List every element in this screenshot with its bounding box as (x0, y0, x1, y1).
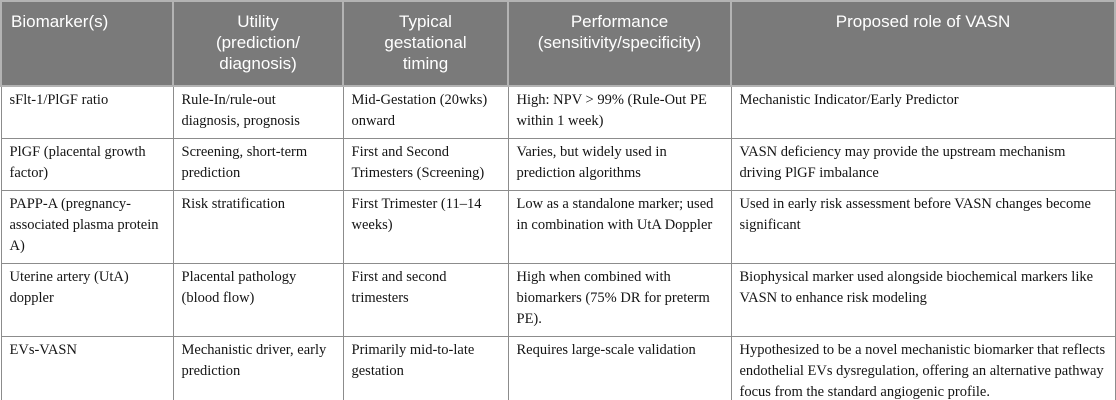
column-header-proposed-role: Proposed role of VASN (730, 0, 1116, 87)
table-cell: Hypothesized to be a novel mechanistic b… (730, 336, 1116, 400)
table-cell: Rule-In/rule-out diagnosis, prognosis (172, 85, 344, 139)
table-row: PlGF (placental growth factor) Screening,… (0, 138, 1116, 191)
column-header-utility: Utility (prediction/ diagnosis) (172, 0, 344, 87)
table-cell: First Trimester (11–14 weeks) (342, 190, 509, 264)
table-cell: First and Second Trimesters (Screening) (342, 138, 509, 191)
table-row: Uterine artery (UtA) doppler Placental pa… (0, 263, 1116, 337)
table-cell: Uterine artery (UtA) doppler (0, 263, 174, 337)
table-cell: Used in early risk assessment before VAS… (730, 190, 1116, 264)
table-cell: Low as a standalone marker; used in comb… (507, 190, 732, 264)
table-cell: Primarily mid-to-late gestation (342, 336, 509, 400)
table-cell: Mechanistic Indicator/Early Predictor (730, 85, 1116, 139)
table-header-row: Biomarker(s) Utility (prediction/ diagno… (0, 0, 1116, 87)
table-cell: Mechanistic driver, early prediction (172, 336, 344, 400)
table-cell: Placental pathology (blood flow) (172, 263, 344, 337)
table-row: PAPP-A (pregnancy-associated plasma prot… (0, 190, 1116, 264)
table-header: Biomarker(s) Utility (prediction/ diagno… (0, 0, 1116, 87)
table-row: EVs-VASN Mechanistic driver, early predic… (0, 336, 1116, 400)
table-cell: VASN deficiency may provide the upstream… (730, 138, 1116, 191)
table-cell: High when combined with biomarkers (75% … (507, 263, 732, 337)
table-cell: EVs-VASN (0, 336, 174, 400)
table-cell: Mid-Gestation (20wks) onward (342, 85, 509, 139)
table-cell: Screening, short-term prediction (172, 138, 344, 191)
table-cell: sFlt-1/PlGF ratio (0, 85, 174, 139)
table-cell: PlGF (placental growth factor) (0, 138, 174, 191)
table-row: sFlt-1/PlGF ratio Rule-In/rule-out diagno… (0, 85, 1116, 139)
table-cell: High: NPV > 99% (Rule-Out PE within 1 we… (507, 85, 732, 139)
table-cell: Varies, but widely used in prediction al… (507, 138, 732, 191)
column-header-biomarkers: Biomarker(s) (0, 0, 174, 87)
column-header-gestational-timing: Typical gestational timing (342, 0, 509, 87)
table-cell: Biophysical marker used alongside bioche… (730, 263, 1116, 337)
table-cell: PAPP-A (pregnancy-associated plasma prot… (0, 190, 174, 264)
column-header-performance: Performance (sensitivity/specificity) (507, 0, 732, 87)
table-cell: Requires large-scale validation (507, 336, 732, 400)
table-cell: Risk stratification (172, 190, 344, 264)
table-body: sFlt-1/PlGF ratio Rule-In/rule-out diagno… (0, 85, 1116, 400)
table-cell: First and second trimesters (342, 263, 509, 337)
